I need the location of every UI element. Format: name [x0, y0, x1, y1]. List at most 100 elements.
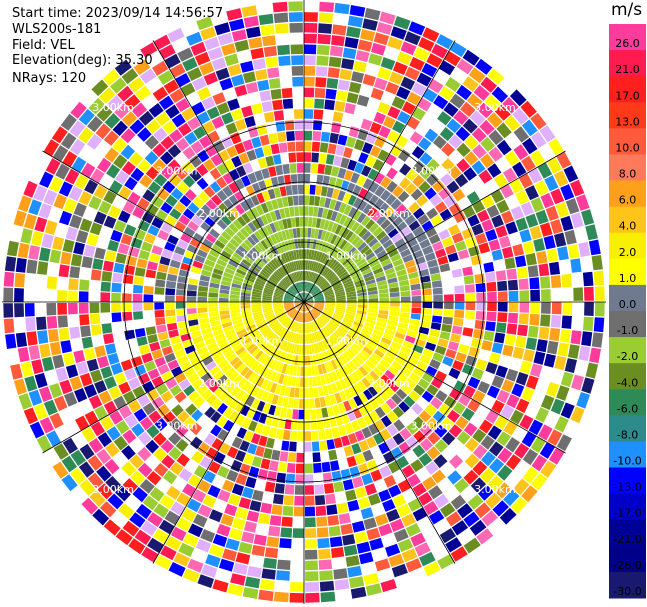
- velocity-bin: [550, 219, 563, 234]
- velocity-bin: [352, 252, 362, 262]
- velocity-bin: [334, 264, 343, 273]
- velocity-bin: [256, 216, 265, 228]
- velocity-bin: [182, 208, 195, 220]
- velocity-bin: [105, 442, 120, 458]
- velocity-bin: [273, 591, 289, 603]
- velocity-bin: [197, 291, 208, 297]
- velocity-bin: [290, 310, 298, 318]
- velocity-bin: [419, 152, 433, 166]
- nrays-label: NRays:: [12, 71, 58, 86]
- velocity-bin: [250, 195, 260, 206]
- velocity-bin: [52, 461, 69, 479]
- velocity-bin: [335, 343, 344, 354]
- velocity-bin: [411, 146, 425, 159]
- velocity-bin: [465, 302, 476, 311]
- velocity-bin: [62, 437, 78, 454]
- velocity-bin: [344, 169, 354, 181]
- velocity-bin: [309, 333, 313, 344]
- velocity-bin: [469, 519, 487, 536]
- velocity-bin: [115, 252, 127, 264]
- velocity-bin: [477, 381, 490, 394]
- velocity-bin: [263, 448, 273, 459]
- velocity-bin: [231, 315, 242, 322]
- velocity-bin: [365, 279, 376, 285]
- velocity-bin: [371, 42, 386, 56]
- velocity-bin: [256, 124, 268, 136]
- velocity-bin: [261, 342, 271, 352]
- velocity-bin: [390, 253, 402, 263]
- velocity-bin: [325, 244, 333, 254]
- velocity-bin: [78, 190, 93, 206]
- velocity-bin: [260, 239, 269, 250]
- velocity-bin: [228, 182, 239, 194]
- velocity-bin: [417, 214, 430, 226]
- velocity-bin: [291, 420, 298, 430]
- velocity-bin: [57, 290, 67, 302]
- velocity-bin: [345, 136, 357, 148]
- velocity-bin: [90, 324, 102, 336]
- velocity-bin: [401, 101, 416, 115]
- velocity-bin: [299, 217, 304, 227]
- velocity-bin: [387, 106, 401, 119]
- velocity-bin: [246, 324, 256, 331]
- velocity-bin: [265, 155, 275, 167]
- velocity-bin: [315, 77, 327, 88]
- velocity-bin: [133, 275, 145, 286]
- velocity-bin: [548, 447, 565, 465]
- velocity-bin: [312, 290, 321, 297]
- velocity-bin: [463, 167, 477, 181]
- velocity-bin: [357, 302, 368, 306]
- velocity-bin: [237, 245, 248, 255]
- velocity-bin: [553, 170, 569, 187]
- velocity-bin: [498, 235, 511, 249]
- velocity-bin: [367, 339, 378, 348]
- velocity-bin: [184, 189, 197, 201]
- velocity-bin: [134, 364, 147, 377]
- velocity-bin: [284, 303, 294, 307]
- velocity-bin: [319, 440, 328, 451]
- velocity-bin: [376, 345, 387, 354]
- velocity-bin: [313, 305, 323, 311]
- velocity-bin: [169, 129, 183, 143]
- velocity-bin: [57, 315, 68, 328]
- velocity-bin: [538, 424, 553, 441]
- velocity-bin: [296, 271, 300, 282]
- velocity-bin: [319, 280, 327, 288]
- velocity-bin: [344, 315, 355, 321]
- velocity-bin: [307, 260, 311, 270]
- velocity-bin: [96, 465, 112, 482]
- velocity-bin: [262, 35, 276, 47]
- velocity-bin: [366, 315, 377, 321]
- velocity-bin: [331, 334, 340, 343]
- velocity-bin: [508, 290, 519, 302]
- velocity-bin: [238, 331, 248, 340]
- velocity-bin: [120, 233, 133, 246]
- velocity-bin: [284, 304, 294, 309]
- velocity-bin: [284, 294, 294, 299]
- velocity-bin: [501, 246, 514, 259]
- velocity-bin: [365, 374, 376, 385]
- velocity-bin: [304, 442, 312, 452]
- colorbar-unit: m/s: [611, 0, 643, 20]
- velocity-bin: [156, 271, 167, 281]
- velocity-bin: [480, 76, 498, 93]
- velocity-bin: [265, 315, 276, 321]
- velocity-bin: [394, 332, 406, 340]
- velocity-bin: [211, 194, 223, 206]
- velocity-bin: [263, 557, 277, 569]
- velocity-bin: [189, 272, 200, 280]
- velocity-bin: [400, 383, 412, 395]
- velocity-bin: [410, 532, 426, 547]
- velocity-bin: [350, 172, 360, 184]
- velocity-bin: [209, 228, 220, 239]
- velocity-bin: [229, 238, 240, 248]
- velocity-bin: [304, 302, 311, 309]
- velocity-bin: [439, 86, 455, 101]
- range-ring-label: 3.00km: [156, 165, 198, 178]
- velocity-bin: [464, 284, 475, 293]
- velocity-bin: [434, 248, 447, 259]
- velocity-bin: [467, 376, 481, 389]
- velocity-bin: [333, 332, 342, 341]
- velocity-bin: [409, 372, 421, 384]
- velocity-bin: [232, 234, 243, 245]
